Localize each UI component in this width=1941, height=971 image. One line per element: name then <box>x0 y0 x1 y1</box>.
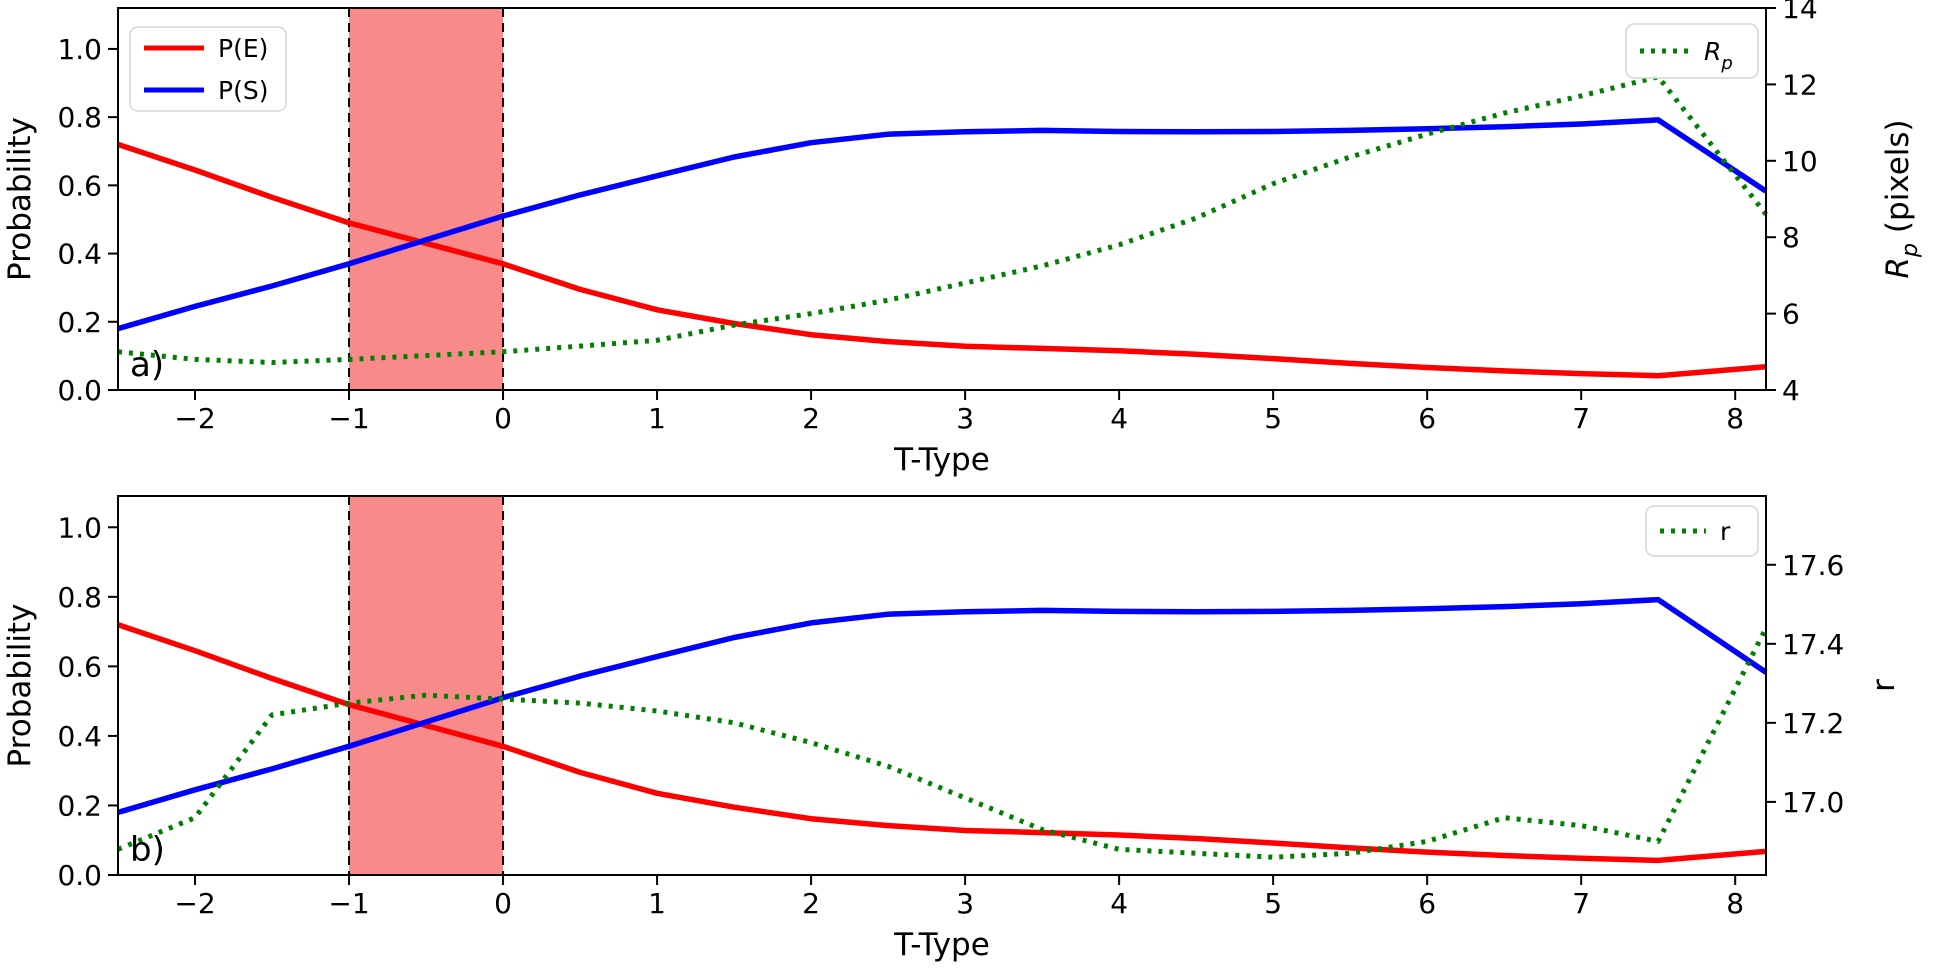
y-left-tick-label: 0.2 <box>57 306 102 339</box>
y-left-axis-title: Probability <box>2 604 38 768</box>
x-tick-label: 8 <box>1726 402 1744 435</box>
y-left-tick-label: 0.4 <box>57 238 102 271</box>
x-tick-label: 5 <box>1264 402 1282 435</box>
series-line-P(S) <box>117 596 1768 816</box>
legend-upper-left: P(E) P(S) <box>129 26 287 112</box>
axes-frame <box>117 495 1767 876</box>
x-axis-title: T-Type <box>893 442 990 478</box>
x-tick-label: 2 <box>802 402 820 435</box>
y-left-tick-label: 0.8 <box>57 101 102 134</box>
x-tick-label: 7 <box>1572 887 1590 920</box>
y-right-axis-title: Rp (pixels) <box>1880 119 1923 278</box>
x-tick-label: 6 <box>1418 402 1436 435</box>
y-left-tick-label: 0.0 <box>57 374 102 407</box>
y-right-tick-label: 17.4 <box>1782 628 1844 661</box>
series-line-P(E) <box>117 141 1767 379</box>
y-right-tick-label: 12 <box>1782 68 1818 101</box>
panel-letter: b) <box>130 830 165 870</box>
x-tick-label: 0 <box>494 887 512 920</box>
x-tick-label: 1 <box>648 402 666 435</box>
legend-label-P(S): P(S) <box>218 76 268 105</box>
y-right-tick-label: 8 <box>1782 221 1800 254</box>
y-right-tick-label: 10 <box>1782 145 1818 178</box>
x-tick-label: 4 <box>1110 402 1128 435</box>
x-tick-label: 5 <box>1264 887 1282 920</box>
legend-upper-right: r <box>1645 505 1759 557</box>
highlight-band <box>349 8 504 390</box>
series-line-Rp <box>117 74 1768 365</box>
x-tick-label: −1 <box>328 887 369 920</box>
series-line-r <box>117 626 1769 860</box>
x-tick-label: 4 <box>1110 887 1128 920</box>
y-left-tick-label: 1.0 <box>57 33 102 66</box>
x-tick-label: 8 <box>1726 887 1744 920</box>
axes-frame <box>117 7 1767 391</box>
x-tick-label: 6 <box>1418 887 1436 920</box>
x-tick-label: 7 <box>1572 402 1590 435</box>
x-tick-label: −2 <box>174 887 215 920</box>
x-tick-label: −2 <box>174 402 215 435</box>
y-left-axis-title: Probability <box>2 117 38 281</box>
legend-label-P(E): P(E) <box>218 34 268 63</box>
y-right-tick-label: 17.2 <box>1782 707 1844 740</box>
series-line-P(S) <box>117 117 1768 332</box>
y-left-tick-label: 0.6 <box>57 650 102 683</box>
y-left-tick-label: 1.0 <box>57 511 102 544</box>
panel-a: −2 −1 0 1 2 3 4 5 6 7 80.00.20.40.60.81.0468101214… <box>2 0 1923 478</box>
y-right-tick-label: 17.6 <box>1782 549 1844 582</box>
legend-label-Rp: Rp <box>1704 37 1733 74</box>
x-tick-label: 2 <box>802 887 820 920</box>
legend-upper-right: Rp <box>1625 23 1759 79</box>
y-right-tick-label: 4 <box>1782 374 1800 407</box>
x-tick-label: 3 <box>956 887 974 920</box>
y-right-tick-label: 14 <box>1782 0 1818 25</box>
x-tick-label: 1 <box>648 887 666 920</box>
y-left-tick-label: 0.2 <box>57 789 102 822</box>
legend-frame <box>1645 505 1759 557</box>
x-tick-label: 3 <box>956 402 974 435</box>
panel-b: −2 −1 0 1 2 3 4 5 6 7 8 0.0 0.2 0.4 0.6 0.8 1.0 17.0 17.2 1… <box>2 495 1902 963</box>
highlight-band <box>349 496 504 875</box>
x-tick-label: 0 <box>494 402 512 435</box>
y-left-tick-label: 0.0 <box>57 859 102 892</box>
legend-label-r: r <box>1720 517 1731 546</box>
y-right-tick-label: 6 <box>1782 298 1800 331</box>
y-right-tick-label: 17.0 <box>1782 786 1844 819</box>
series-line-P(E) <box>117 622 1767 864</box>
y-left-tick-label: 0.4 <box>57 720 102 753</box>
y-left-tick-label: 0.8 <box>57 581 102 614</box>
y-left-tick-label: 0.6 <box>57 169 102 202</box>
x-tick-label: −1 <box>328 402 369 435</box>
legend-frame <box>1625 23 1759 79</box>
panel-letter: a) <box>130 345 164 385</box>
y-right-axis-title: r <box>1866 679 1902 692</box>
x-axis-title: T-Type <box>893 927 990 963</box>
